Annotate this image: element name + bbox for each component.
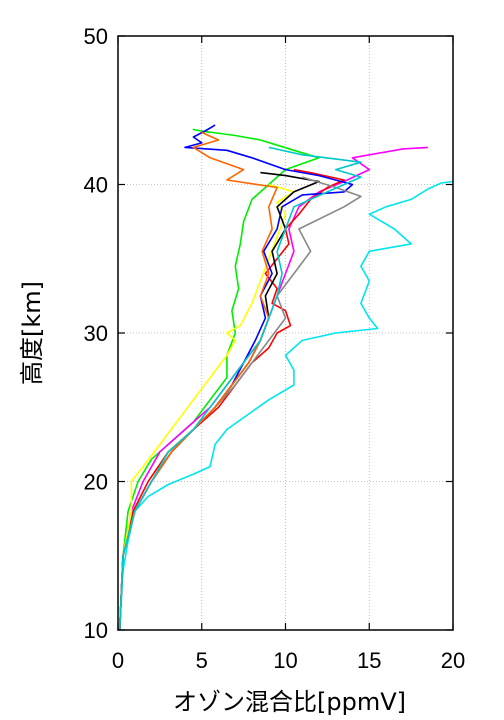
- x-tick-label: 15: [357, 648, 381, 673]
- x-tick-label: 0: [112, 648, 124, 673]
- grid: [118, 36, 453, 630]
- x-tick-label: 10: [273, 648, 297, 673]
- y-tick-label: 10: [84, 618, 108, 643]
- x-tick-label: 20: [441, 648, 465, 673]
- x-axis-title: オゾン混合比[ppmV]: [173, 688, 406, 716]
- series-lines: [118, 124, 454, 631]
- x-tick-label: 5: [196, 648, 208, 673]
- y-tick-label: 30: [84, 321, 108, 346]
- y-axis-title: 高度[km]: [18, 281, 46, 385]
- series-line-10: [118, 146, 362, 631]
- y-tick-label: 40: [84, 173, 108, 198]
- series-line-2: [118, 128, 320, 631]
- series-line-1: [118, 180, 454, 631]
- series-line-9: [118, 131, 278, 631]
- y-tick-label: 50: [84, 24, 108, 49]
- axis-ticks: 0 5 10 15 20 10 20 30 40 50: [84, 24, 466, 673]
- y-tick-label: 20: [84, 470, 108, 495]
